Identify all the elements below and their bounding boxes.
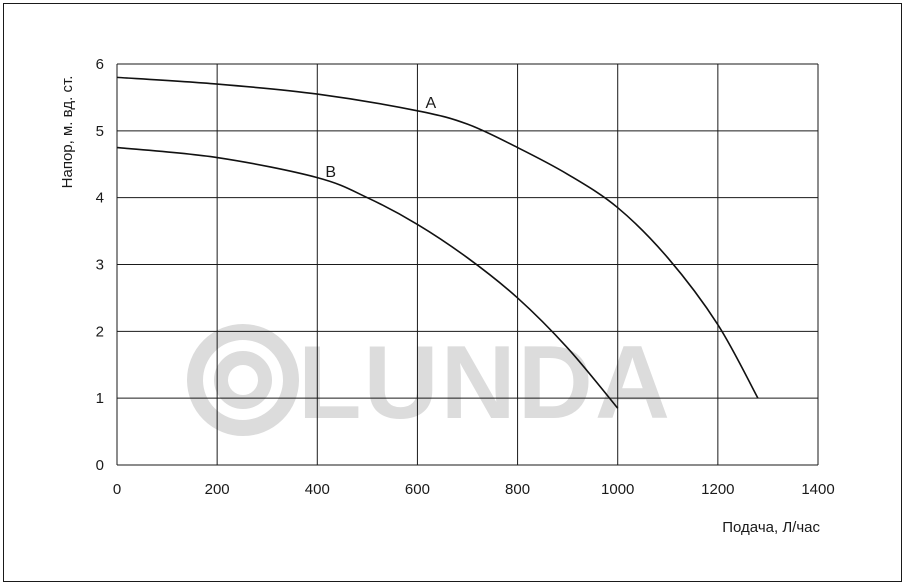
y-tick-label: 6 xyxy=(96,56,104,73)
x-tick-label: 400 xyxy=(305,481,330,498)
x-tick-label: 600 xyxy=(405,481,430,498)
watermark-inner-ring xyxy=(214,351,272,409)
tick-labels: 0 200 400 600 800 1000 1200 1400 0 1 2 3 4 5 6 xyxy=(96,56,835,498)
x-tick-label: 1000 xyxy=(601,481,634,498)
x-tick-label: 1400 xyxy=(801,481,834,498)
curve-b xyxy=(116,146,619,409)
watermark-ring xyxy=(187,324,299,436)
y-tick-label: 2 xyxy=(96,323,104,340)
grid xyxy=(116,63,819,466)
watermark-logo: LUNDA xyxy=(187,324,672,441)
y-tick-label: 3 xyxy=(96,257,104,274)
x-tick-label: 800 xyxy=(505,481,530,498)
y-tick-label: 4 xyxy=(96,190,104,207)
curve-label-b: B xyxy=(325,164,336,181)
y-axis-label: Напор, м. вд. ст. xyxy=(59,76,76,189)
x-tick-label: 200 xyxy=(205,481,230,498)
chart-frame xyxy=(3,3,902,582)
y-tick-label: 1 xyxy=(96,390,104,407)
y-tick-label: 5 xyxy=(96,123,104,140)
curves: AB xyxy=(116,76,759,409)
y-tick-label: 0 xyxy=(96,457,104,474)
x-axis-label: Подача, Л/час xyxy=(722,519,820,536)
curve-a xyxy=(116,76,759,399)
curve-label-a: A xyxy=(426,95,437,112)
x-tick-label: 1200 xyxy=(701,481,734,498)
watermark-text: LUNDA xyxy=(298,325,672,441)
x-tick-label: 0 xyxy=(113,481,121,498)
